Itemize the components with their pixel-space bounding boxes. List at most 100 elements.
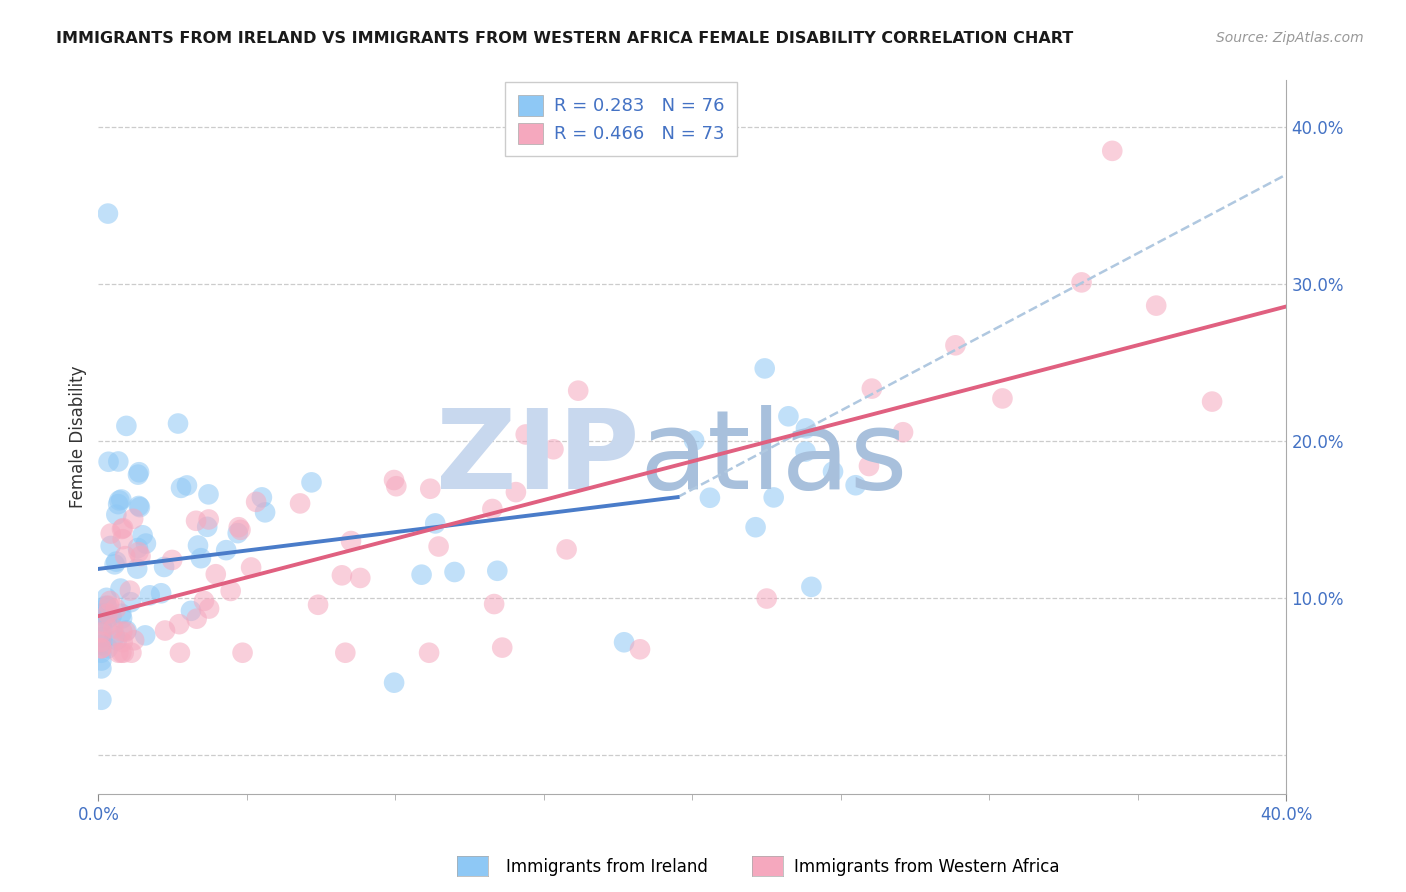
Point — [98, 599, 121, 613]
Point — [991, 392, 1014, 406]
Point — [128, 499, 150, 513]
Point — [301, 475, 323, 490]
Point — [184, 514, 207, 528]
Point — [90, 661, 112, 675]
Point — [160, 553, 183, 567]
Point — [120, 646, 142, 660]
Point — [96, 599, 118, 614]
Point — [543, 442, 565, 457]
Text: Immigrants from Western Africa: Immigrants from Western Africa — [794, 858, 1060, 876]
Point — [127, 467, 149, 482]
Point — [482, 597, 505, 611]
Point — [567, 384, 589, 398]
Point — [382, 675, 405, 690]
Point — [755, 591, 778, 606]
Point — [90, 625, 112, 640]
Point — [197, 512, 219, 526]
Point — [794, 421, 817, 435]
Point — [97, 607, 120, 621]
Point — [104, 558, 127, 572]
Point — [187, 539, 209, 553]
Point — [104, 629, 127, 643]
Point — [128, 545, 150, 559]
Point — [96, 591, 118, 605]
Point — [169, 646, 191, 660]
Text: Source: ZipAtlas.com: Source: ZipAtlas.com — [1216, 31, 1364, 45]
Point — [945, 338, 967, 352]
Point — [382, 473, 405, 487]
Point — [486, 564, 509, 578]
Point — [138, 588, 160, 602]
Point — [240, 560, 263, 574]
Point — [97, 455, 120, 469]
Point — [190, 551, 212, 566]
Point — [122, 633, 145, 648]
Point — [150, 586, 173, 600]
Point — [340, 534, 363, 549]
Point — [330, 568, 353, 582]
Point — [245, 495, 267, 509]
Point — [122, 512, 145, 526]
Point — [778, 409, 800, 424]
Point — [198, 601, 221, 615]
Point — [107, 497, 129, 511]
Point — [858, 458, 880, 473]
Point — [118, 583, 141, 598]
Point — [105, 508, 128, 522]
Point — [193, 594, 215, 608]
Point — [91, 622, 114, 636]
Point — [505, 485, 527, 500]
Point — [153, 624, 176, 638]
Point — [90, 607, 112, 621]
Point — [762, 491, 785, 505]
Point — [443, 565, 465, 579]
Point — [1201, 394, 1223, 409]
Point — [491, 640, 513, 655]
Point — [91, 615, 114, 629]
Point — [153, 560, 176, 574]
Point — [1070, 276, 1092, 290]
Point — [335, 646, 357, 660]
Point — [1144, 299, 1167, 313]
Point — [515, 427, 537, 442]
Text: atlas: atlas — [638, 405, 907, 512]
Point — [91, 607, 114, 621]
Point — [110, 492, 132, 507]
Point — [228, 520, 250, 534]
Point — [744, 520, 766, 534]
Point — [111, 624, 134, 639]
Point — [134, 628, 156, 642]
Point — [111, 635, 134, 649]
Point — [419, 482, 441, 496]
Point — [250, 491, 273, 505]
Point — [129, 549, 152, 563]
Point — [120, 595, 142, 609]
Point — [170, 481, 193, 495]
Point — [108, 493, 131, 508]
Text: IMMIGRANTS FROM IRELAND VS IMMIGRANTS FROM WESTERN AFRICA FEMALE DISABILITY CORR: IMMIGRANTS FROM IRELAND VS IMMIGRANTS FR… — [56, 31, 1074, 46]
Point — [128, 500, 150, 515]
Point — [232, 646, 254, 660]
Point — [90, 641, 112, 656]
Point — [127, 561, 149, 575]
Point — [100, 539, 122, 553]
Point — [90, 646, 112, 660]
Point — [754, 361, 776, 376]
Point — [114, 549, 136, 564]
Point — [105, 633, 128, 648]
Point — [107, 646, 129, 660]
Point — [110, 582, 132, 596]
Point — [91, 638, 114, 652]
Point — [176, 478, 198, 492]
Point — [891, 425, 914, 440]
Point — [204, 567, 226, 582]
Point — [845, 478, 868, 492]
Point — [103, 621, 125, 635]
Point — [97, 206, 120, 220]
Point — [97, 641, 120, 656]
Point — [94, 599, 117, 613]
Point — [800, 580, 823, 594]
Point — [699, 491, 721, 505]
Text: ZIP: ZIP — [436, 405, 638, 512]
Point — [226, 526, 249, 541]
